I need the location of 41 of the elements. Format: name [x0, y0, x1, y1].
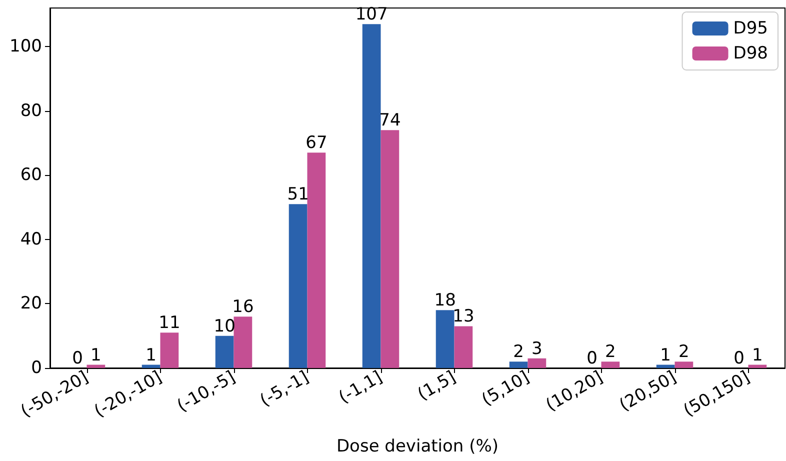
- legend-label: D95: [733, 18, 768, 38]
- bar: [234, 316, 252, 368]
- y-tick-label: 40: [20, 229, 42, 250]
- data-label: 51: [287, 184, 309, 205]
- data-label: 2: [513, 342, 524, 362]
- legend-label: D98: [733, 44, 768, 64]
- data-label: 0: [586, 348, 598, 368]
- data-label: 1: [146, 345, 156, 366]
- bar: [436, 310, 454, 368]
- bar: [528, 358, 546, 368]
- bar: [380, 130, 400, 368]
- data-label: 2: [605, 342, 616, 362]
- bar: [362, 24, 381, 368]
- x-axis-title: Dose deviation (%): [336, 436, 499, 456]
- data-label: 11: [158, 313, 180, 334]
- bar: [307, 152, 326, 368]
- bar: [509, 362, 528, 368]
- bar: [215, 336, 234, 368]
- data-label: 0: [734, 348, 744, 368]
- bar: [288, 204, 308, 368]
- bar: [656, 364, 675, 368]
- data-label: 3: [532, 338, 542, 359]
- bar: [674, 362, 694, 368]
- data-label: 1: [90, 345, 102, 366]
- bar: [601, 362, 620, 368]
- bar: [142, 364, 160, 368]
- bar: [748, 364, 767, 368]
- data-label: 0: [72, 348, 83, 368]
- y-tick-label: 80: [20, 100, 42, 121]
- data-label: 1: [752, 345, 763, 366]
- data-label: 16: [232, 297, 254, 318]
- data-label: 1: [660, 345, 671, 366]
- bar: [454, 326, 473, 368]
- data-label: 67: [306, 133, 328, 154]
- bar: [86, 364, 106, 368]
- y-tick-label: 60: [20, 165, 42, 186]
- bar: [160, 332, 179, 368]
- y-tick-label: 20: [20, 294, 42, 314]
- y-tick-label: 100: [10, 36, 42, 57]
- data-label: 74: [379, 110, 401, 131]
- data-label: 2: [678, 342, 690, 362]
